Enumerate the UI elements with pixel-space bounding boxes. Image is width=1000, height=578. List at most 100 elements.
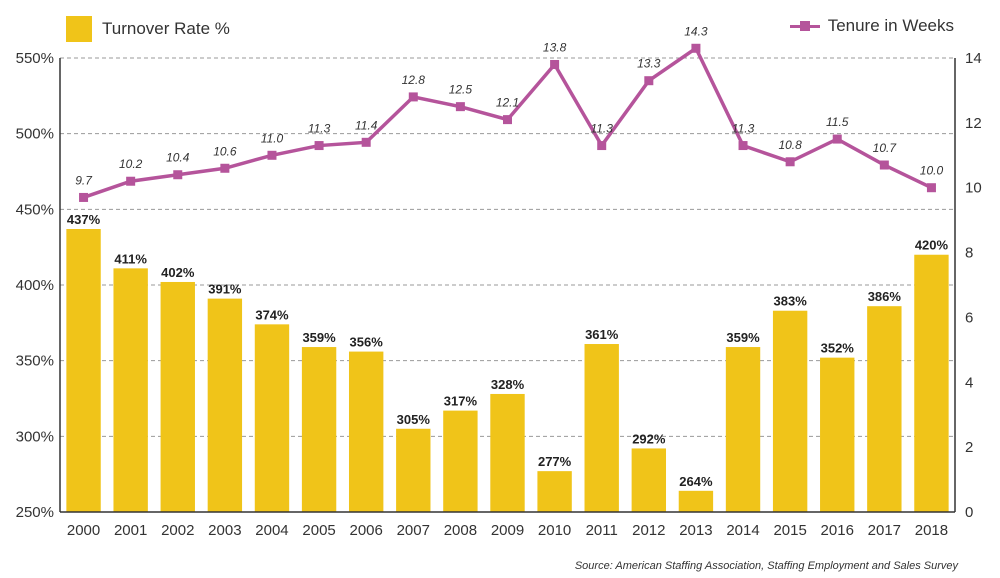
x-axis-tick-label: 2016 [821, 522, 854, 539]
line-value-label: 13.8 [543, 40, 567, 54]
bar-value-label: 437% [67, 212, 101, 227]
line-marker [644, 76, 654, 86]
x-axis-tick-label: 2005 [302, 522, 335, 539]
left-axis-tick-label: 350% [16, 353, 54, 370]
bar-value-label: 361% [585, 327, 619, 342]
x-axis-tick-label: 2000 [67, 522, 100, 539]
bar-value-label: 352% [821, 341, 855, 356]
bar [631, 448, 667, 512]
bar [867, 306, 902, 512]
line-marker [455, 102, 465, 112]
line-value-label: 12.8 [402, 73, 426, 87]
x-axis-tick-label: 2015 [773, 522, 806, 539]
line-value-label: 11.3 [590, 122, 613, 136]
line-value-label: 14.3 [684, 24, 708, 38]
left-axis-tick-label: 500% [16, 126, 54, 143]
bar-value-label: 391% [208, 282, 242, 297]
bar-value-label: 402% [161, 265, 195, 280]
bar [207, 298, 243, 512]
bar-value-label: 356% [350, 335, 384, 350]
bar-series [66, 229, 949, 513]
line-marker [832, 134, 842, 144]
bar-value-label: 359% [302, 330, 336, 345]
right-axis-tick-label: 12 [965, 115, 982, 132]
bar [443, 410, 478, 512]
legend-turnover-label: Turnover Rate % [102, 19, 230, 38]
bar [160, 281, 195, 512]
bar-value-label: 383% [774, 294, 808, 309]
line-marker [361, 137, 371, 147]
bar-value-label: 305% [397, 412, 431, 427]
line-marker [738, 141, 748, 151]
legend-tenure-label: Tenure in Weeks [827, 16, 954, 35]
bar [301, 347, 337, 512]
bar-value-label: 277% [538, 454, 572, 469]
line-marker [220, 163, 230, 173]
x-axis-tick-label: 2013 [679, 522, 712, 539]
right-axis-tick-label: 8 [965, 245, 973, 262]
legend-tenure: Tenure in Weeks [789, 16, 954, 36]
bar-value-label: 411% [114, 251, 147, 266]
bar-value-label: 386% [868, 289, 902, 304]
left-axis-tick-label: 450% [16, 201, 54, 218]
bar [678, 490, 714, 512]
legend-line-swatch [789, 19, 820, 33]
bar [348, 351, 384, 512]
line-value-label: 10.2 [119, 157, 143, 171]
bar [66, 229, 101, 513]
right-axis-tick-label: 6 [965, 309, 973, 326]
line-value-label: 13.3 [637, 57, 661, 71]
bar-value-label: 359% [726, 330, 760, 345]
line-value-label: 9.7 [75, 173, 93, 187]
bar [584, 344, 619, 512]
line-marker [126, 176, 136, 186]
line-marker [597, 141, 607, 151]
bar [914, 254, 949, 512]
bar [490, 393, 525, 512]
bar [820, 357, 855, 512]
bar-value-label: 374% [255, 307, 289, 322]
x-axis-tick-label: 2018 [915, 522, 948, 539]
bar-value-label: 264% [679, 474, 713, 489]
line-marker [79, 192, 89, 202]
line-marker [503, 115, 512, 125]
bar [396, 428, 431, 512]
line-value-label: 10.4 [166, 151, 190, 165]
right-axis-tick-label: 4 [965, 374, 973, 391]
line-marker [173, 170, 183, 180]
x-axis-tick-label: 2001 [114, 522, 147, 539]
x-axis-tick-label: 2008 [444, 522, 477, 539]
left-axis-tick-label: 550% [16, 50, 54, 67]
line-value-label: 11.3 [308, 122, 331, 136]
source-note: Source: American Staffing Association, S… [574, 560, 958, 572]
line-value-label: 10.6 [213, 144, 237, 158]
line-marker [691, 43, 701, 53]
legend-bar-swatch [66, 16, 92, 42]
line-marker [926, 183, 936, 193]
line-value-label: 10.7 [873, 141, 898, 155]
x-axis-tick-label: 2004 [255, 522, 288, 539]
x-axis-tick-label: 2002 [161, 522, 194, 539]
x-axis-tick-label: 2011 [586, 522, 618, 539]
axes: 250% 300% 350% 400% 450% 500% 550% 0 2 4 6 8 10 12 14 2… [16, 50, 982, 539]
x-axis-tick-label: 2017 [868, 522, 901, 539]
line-value-label: 11.0 [261, 131, 284, 145]
left-axis-tick-label: 300% [16, 428, 54, 445]
line-marker [314, 141, 324, 151]
bar-value-label: 328% [491, 377, 525, 392]
line-value-label: 11.3 [732, 122, 755, 136]
line-value-label: 12.1 [496, 96, 519, 110]
line-marker [267, 150, 277, 160]
line-marker [550, 59, 560, 69]
line-marker [879, 160, 889, 170]
line-value-label: 10.0 [920, 164, 944, 178]
line-marker [785, 157, 795, 167]
right-axis-tick-label: 14 [965, 50, 982, 67]
line-marker [408, 92, 418, 102]
legend-turnover: Turnover Rate % [66, 16, 230, 42]
bar [537, 471, 572, 512]
line-value-label: 12.5 [449, 83, 473, 97]
left-axis-tick-label: 250% [16, 504, 54, 521]
x-axis-tick-label: 2003 [208, 522, 241, 539]
